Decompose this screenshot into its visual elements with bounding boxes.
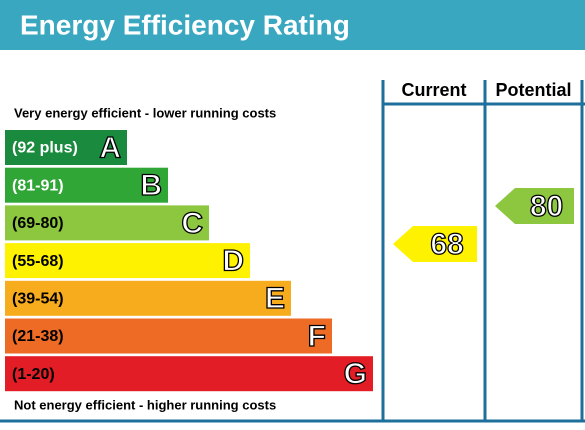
band [5, 356, 373, 392]
band [5, 167, 168, 203]
band [5, 205, 209, 241]
band-letter: B [140, 169, 162, 202]
band-range: (1-20) [12, 366, 55, 383]
band-range: (92 plus) [12, 140, 78, 157]
band-letter: A [99, 131, 121, 164]
band [5, 280, 291, 316]
rating-value: 80 [530, 190, 563, 223]
band-range: (69-80) [12, 215, 64, 232]
band-letter: G [344, 358, 367, 391]
column-header: Potential [495, 80, 571, 100]
band [5, 318, 332, 354]
band-range: (55-68) [12, 253, 64, 270]
title-bar [0, 0, 585, 50]
band-letter: E [265, 282, 285, 315]
column-header: Current [401, 80, 466, 100]
rating-arrow [393, 226, 477, 262]
bottom-text: Not energy efficient - higher running co… [14, 397, 276, 412]
band-letter: F [308, 320, 326, 353]
title: Energy Efficiency Rating [20, 9, 350, 40]
band-range: (21-38) [12, 328, 64, 345]
band [5, 243, 250, 279]
band-letter: C [181, 207, 203, 240]
grid-frame [0, 80, 585, 423]
top-text: Very energy efficient - lower running co… [14, 105, 276, 120]
band-letter: D [222, 245, 244, 278]
rating-value: 68 [430, 228, 463, 261]
rating-arrow [495, 188, 574, 224]
band-range: (81-91) [12, 177, 64, 194]
band [5, 130, 127, 165]
band-range: (39-54) [12, 291, 64, 308]
